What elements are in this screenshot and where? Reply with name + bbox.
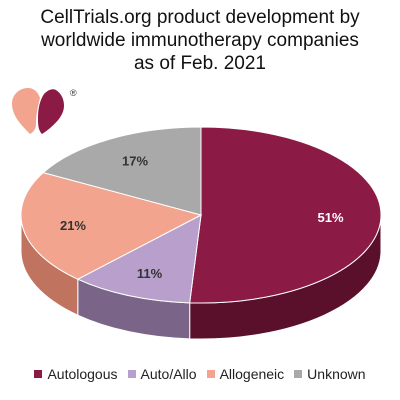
pie-data-label: 11% <box>137 266 163 281</box>
chart-title-line-2: worldwide immunotherapy companies <box>41 30 359 51</box>
pie-top <box>20 126 382 304</box>
legend-swatch <box>206 370 215 378</box>
pie-data-label: 51% <box>318 210 344 225</box>
logo-right-drop <box>38 89 64 134</box>
pie-slice-auto-allo <box>76 214 202 304</box>
pie-slice-unknown <box>42 126 202 216</box>
chart-title-line-3: as of Feb. 2021 <box>133 53 267 74</box>
legend-item: Unknown <box>294 366 366 382</box>
legend-label: Unknown <box>307 366 366 382</box>
pie-slice-autologous <box>189 126 382 304</box>
celltrials-logo: ® <box>12 88 77 134</box>
legend-item: Allogeneic <box>206 366 285 382</box>
legend-label: Auto/Allo <box>140 366 197 382</box>
pie-data-label: 17% <box>122 153 148 168</box>
pie-data-label: 21% <box>60 218 86 233</box>
legend-label: Allogeneic <box>219 366 285 382</box>
pie-slice-allogeneic <box>20 172 203 280</box>
logo-left-drop <box>12 88 40 134</box>
legend-item: Autologous <box>34 366 118 382</box>
registered-mark: ® <box>70 88 77 98</box>
pie-labels: 51% 11% 21% 17% <box>60 153 344 281</box>
legend-item: Auto/Allo <box>127 366 197 382</box>
legend-swatch <box>34 370 43 378</box>
legend-swatch <box>294 370 303 378</box>
legend-label: Autologous <box>47 366 118 382</box>
chart-title: CellTrials.org product development by wo… <box>0 6 400 75</box>
legend-swatch <box>127 370 136 378</box>
legend: Autologous Auto/Allo Allogeneic Unknown <box>0 366 400 382</box>
chart-title-line-1: CellTrials.org product development by <box>40 7 360 28</box>
